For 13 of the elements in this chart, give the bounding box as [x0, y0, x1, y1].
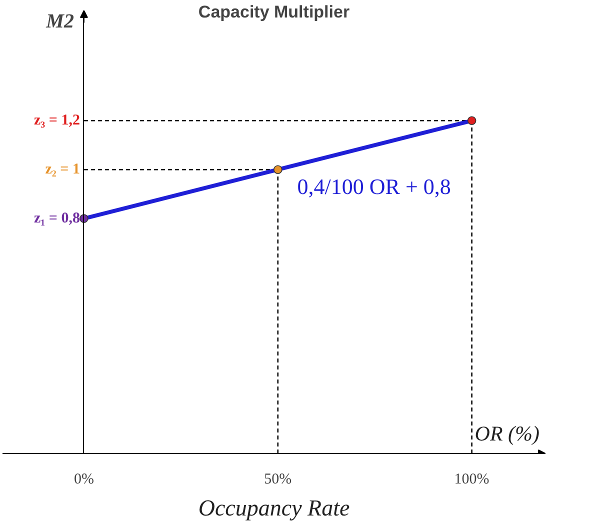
y-axis-title: M2 — [45, 10, 74, 32]
annotation: OR (%) — [474, 422, 540, 446]
x-tick-label: 50% — [264, 472, 292, 488]
x-tick-label: 0% — [74, 472, 94, 488]
x-tick-label: 100% — [454, 472, 490, 488]
x-axis-title: Occupancy Rate — [198, 496, 350, 520]
point — [467, 116, 476, 126]
chart-title: Capacity Multiplier — [198, 2, 350, 22]
y-tick-label: z₂ = 1 — [45, 162, 80, 178]
point — [273, 165, 282, 174]
y-tick-label: z₁ = 0,8 — [34, 210, 80, 227]
annotation: 0,4/100 OR + 0,8 — [297, 174, 451, 199]
y-tick-label: z₃ = 1,2 — [34, 112, 80, 129]
